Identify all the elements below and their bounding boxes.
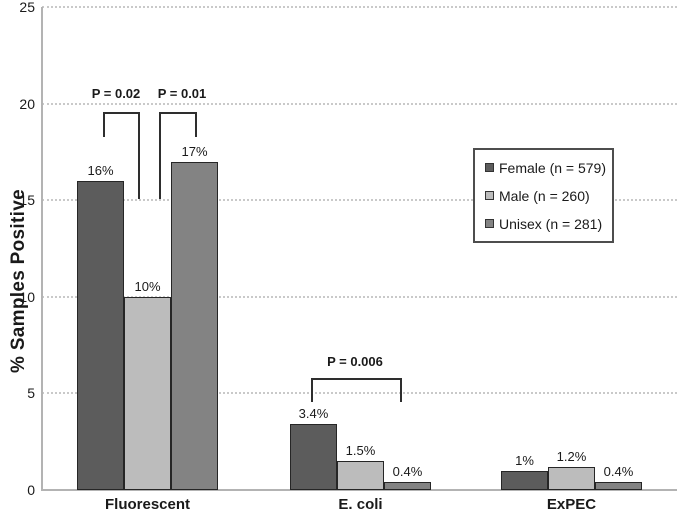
y-tick-label: 25 bbox=[19, 0, 35, 15]
y-tick-label: 15 bbox=[19, 192, 35, 209]
legend-entry-label: Unisex (n = 281) bbox=[499, 215, 603, 232]
bar-e-coli-male bbox=[337, 461, 384, 490]
significance-bracket-leg bbox=[103, 112, 105, 137]
bar-value-label: 3.4% bbox=[298, 406, 329, 422]
significance-bracket-bar bbox=[103, 112, 140, 114]
y-tick-label: 20 bbox=[19, 95, 35, 112]
p-value-label: P = 0.02 bbox=[91, 86, 141, 101]
bar-fluorescent-female bbox=[77, 180, 124, 490]
legend-entry-label: Female (n = 579) bbox=[499, 159, 606, 176]
significance-bracket-bar bbox=[159, 112, 197, 114]
bar-fluorescent-unisex bbox=[171, 161, 218, 490]
bar-value-label: 1.5% bbox=[345, 443, 376, 459]
bar-e-coli-unisex bbox=[384, 482, 431, 490]
bar-expec-female bbox=[501, 470, 548, 490]
bar-fluorescent-male bbox=[124, 296, 171, 490]
bar-value-label: 1% bbox=[515, 452, 534, 468]
legend-swatch-icon bbox=[485, 219, 494, 228]
legend-swatch-icon bbox=[485, 163, 494, 172]
legend-entry: Male (n = 260) bbox=[485, 188, 612, 204]
bar-value-label: 16% bbox=[87, 162, 114, 178]
legend-entry: Female (n = 579) bbox=[485, 160, 612, 176]
legend-entry: Unisex (n = 281) bbox=[485, 216, 612, 232]
bar-value-label: 10% bbox=[134, 278, 161, 294]
gridline bbox=[42, 295, 677, 298]
y-tick-label: 0 bbox=[27, 482, 35, 498]
bar-value-label: 0.4% bbox=[392, 464, 423, 480]
p-value-label: P = 0.006 bbox=[327, 354, 383, 369]
y-axis-line bbox=[41, 7, 43, 491]
p-value-label: P = 0.01 bbox=[157, 86, 207, 101]
legend-entry-label: Male (n = 260) bbox=[499, 187, 590, 204]
significance-bracket-leg bbox=[195, 112, 197, 137]
x-category-label: ExPEC bbox=[546, 496, 597, 513]
x-axis-line bbox=[41, 489, 677, 491]
significance-bracket-leg bbox=[400, 378, 402, 402]
bar-value-label: 0.4% bbox=[603, 464, 634, 480]
legend-swatch-icon bbox=[485, 191, 494, 200]
gridline bbox=[42, 199, 677, 202]
y-tick-label: 10 bbox=[19, 288, 35, 305]
x-category-label: Fluorescent bbox=[104, 496, 191, 513]
gridline bbox=[42, 6, 677, 8]
significance-bracket-bar bbox=[311, 378, 402, 380]
gridline bbox=[42, 392, 677, 395]
significance-bracket-leg bbox=[159, 112, 161, 199]
y-tick-label: 5 bbox=[27, 385, 35, 402]
bar-e-coli-female bbox=[290, 424, 337, 490]
bar-value-label: 17% bbox=[181, 143, 208, 159]
bar-expec-unisex bbox=[595, 482, 642, 490]
gridline bbox=[42, 102, 677, 105]
y-axis-title: % Samples Positive bbox=[8, 189, 29, 373]
significance-bracket-leg bbox=[311, 378, 313, 402]
significance-bracket-leg bbox=[138, 112, 140, 199]
bar-expec-male bbox=[548, 466, 595, 490]
legend: Female (n = 579) Male (n = 260) Unisex (n … bbox=[473, 148, 614, 243]
x-category-label: E. coli bbox=[338, 496, 383, 513]
bar-value-label: 1.2% bbox=[556, 448, 587, 464]
